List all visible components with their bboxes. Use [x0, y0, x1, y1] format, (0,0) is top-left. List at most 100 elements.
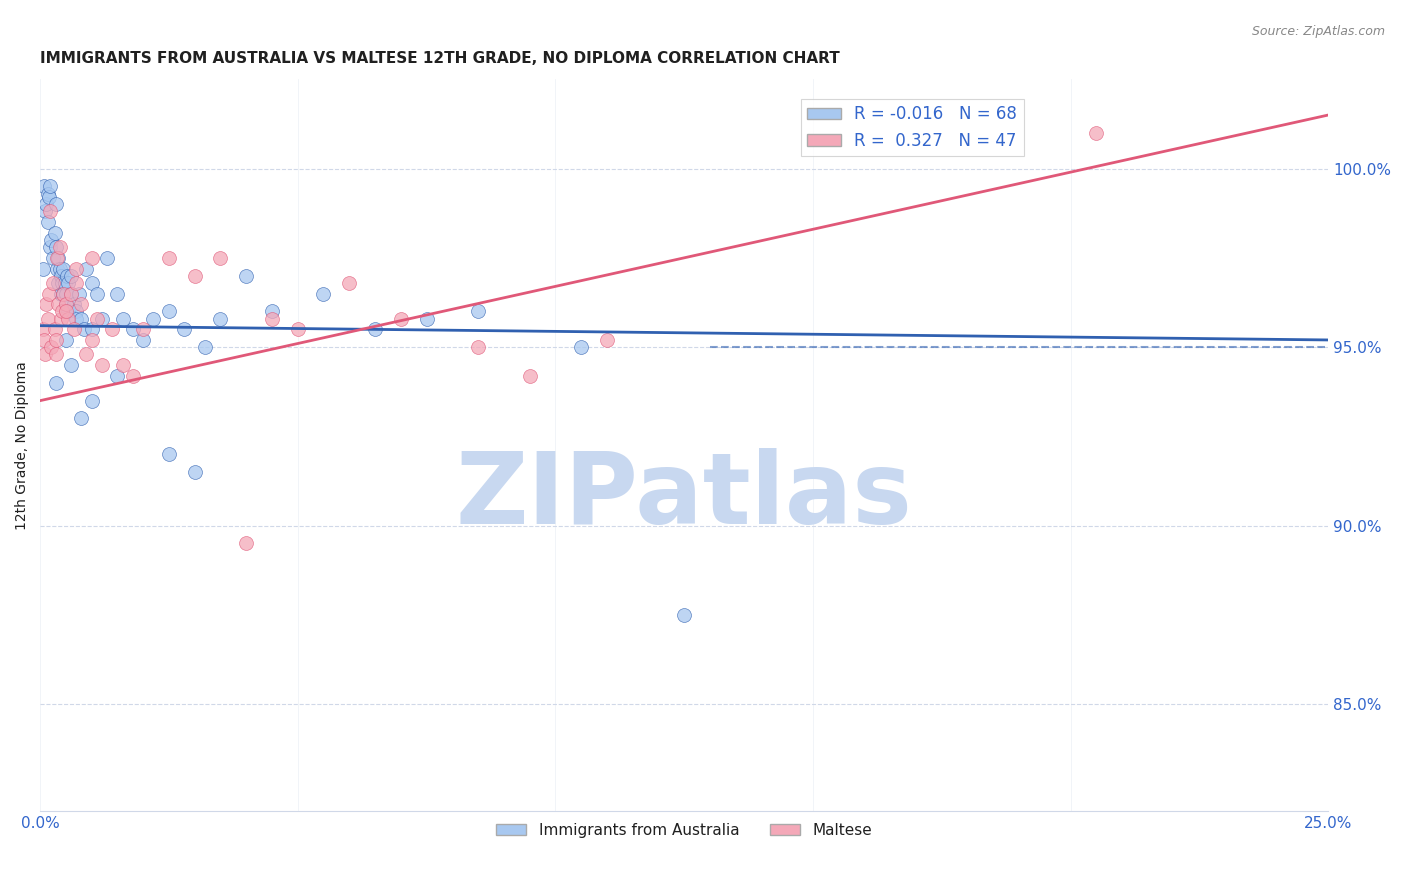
Point — [39, 179, 62, 194]
Point — [673, 607, 696, 622]
Point — [55, 297, 77, 311]
Point — [60, 358, 83, 372]
Point — [45, 261, 67, 276]
Point — [80, 333, 103, 347]
Point — [65, 276, 87, 290]
Point — [1085, 126, 1108, 140]
Point — [60, 286, 83, 301]
Point — [364, 322, 387, 336]
Point — [235, 268, 257, 283]
Point — [157, 304, 180, 318]
Point — [46, 251, 69, 265]
Point — [596, 333, 619, 347]
Point — [312, 286, 335, 301]
Point — [60, 268, 83, 283]
Point — [142, 311, 165, 326]
Point — [46, 276, 69, 290]
Point — [65, 261, 87, 276]
Point — [38, 190, 60, 204]
Point — [62, 322, 84, 336]
Point — [45, 376, 67, 390]
Point — [105, 286, 128, 301]
Point — [91, 358, 114, 372]
Point — [56, 268, 79, 283]
Point — [46, 297, 69, 311]
Point — [45, 251, 67, 265]
Point — [51, 304, 73, 318]
Point — [337, 276, 360, 290]
Point — [34, 347, 56, 361]
Point — [519, 368, 541, 383]
Point — [41, 233, 63, 247]
Point — [49, 311, 72, 326]
Point — [105, 368, 128, 383]
Point — [31, 322, 53, 336]
Point — [37, 311, 59, 326]
Point — [415, 311, 437, 326]
Point — [49, 268, 72, 283]
Point — [39, 240, 62, 254]
Point — [86, 286, 108, 301]
Point — [70, 297, 93, 311]
Point — [467, 304, 489, 318]
Point — [101, 322, 124, 336]
Point — [45, 240, 67, 254]
Point — [58, 311, 80, 326]
Point — [45, 197, 67, 211]
Point — [157, 447, 180, 461]
Point — [260, 311, 283, 326]
Point — [49, 286, 72, 301]
Point — [76, 261, 98, 276]
Point — [52, 286, 75, 301]
Point — [157, 251, 180, 265]
Point — [80, 322, 103, 336]
Point — [173, 322, 195, 336]
Point — [111, 358, 134, 372]
Point — [58, 276, 80, 290]
Point — [183, 268, 205, 283]
Point — [70, 311, 93, 326]
Point — [67, 286, 90, 301]
Point — [121, 322, 143, 336]
Point — [86, 311, 108, 326]
Point — [287, 322, 309, 336]
Point — [65, 304, 87, 318]
Point — [52, 286, 75, 301]
Point — [51, 276, 73, 290]
Point — [44, 322, 66, 336]
Point — [235, 536, 257, 550]
Point — [48, 261, 70, 276]
Point — [65, 311, 87, 326]
Point — [45, 347, 67, 361]
Y-axis label: 12th Grade, No Diploma: 12th Grade, No Diploma — [15, 361, 30, 530]
Point — [48, 240, 70, 254]
Point — [55, 286, 77, 301]
Point — [76, 347, 98, 361]
Point — [132, 333, 155, 347]
Point — [80, 393, 103, 408]
Point — [194, 340, 217, 354]
Point — [45, 333, 67, 347]
Text: ZIPatlas: ZIPatlas — [456, 448, 912, 545]
Point — [37, 186, 59, 201]
Point — [55, 297, 77, 311]
Point — [44, 226, 66, 240]
Point — [73, 322, 96, 336]
Point — [37, 215, 59, 229]
Point — [55, 304, 77, 318]
Text: Source: ZipAtlas.com: Source: ZipAtlas.com — [1251, 25, 1385, 38]
Point — [42, 276, 65, 290]
Point — [132, 322, 155, 336]
Point — [53, 276, 76, 290]
Point — [62, 297, 84, 311]
Point — [39, 204, 62, 219]
Point — [42, 251, 65, 265]
Point — [31, 261, 53, 276]
Point — [35, 197, 58, 211]
Point — [96, 251, 118, 265]
Point — [80, 276, 103, 290]
Point — [91, 311, 114, 326]
Point — [183, 465, 205, 479]
Legend: Immigrants from Australia, Maltese: Immigrants from Australia, Maltese — [489, 816, 879, 844]
Point — [209, 251, 232, 265]
